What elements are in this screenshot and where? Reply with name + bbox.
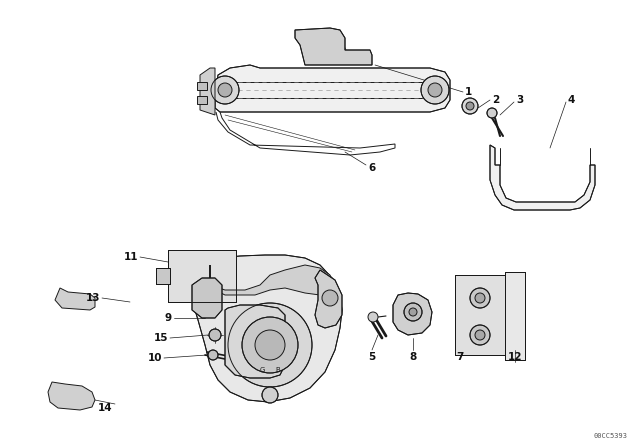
Text: 13: 13: [86, 293, 100, 303]
Bar: [455, 275, 505, 355]
Text: 2: 2: [492, 95, 499, 105]
Circle shape: [404, 303, 422, 321]
Bar: [156, 268, 170, 284]
Bar: [455, 275, 505, 355]
Polygon shape: [490, 145, 595, 210]
Circle shape: [228, 303, 312, 387]
Circle shape: [211, 76, 239, 104]
Text: 7: 7: [456, 352, 464, 362]
Text: 12: 12: [508, 352, 522, 362]
Circle shape: [475, 293, 485, 303]
Polygon shape: [215, 65, 450, 112]
Polygon shape: [48, 382, 95, 410]
Polygon shape: [200, 68, 215, 115]
Text: 3: 3: [516, 95, 524, 105]
Circle shape: [322, 290, 338, 306]
Polygon shape: [393, 293, 432, 335]
Bar: [168, 250, 236, 302]
Text: 5: 5: [369, 352, 376, 362]
Polygon shape: [315, 270, 342, 328]
Text: 15: 15: [154, 333, 168, 343]
Text: 8: 8: [410, 352, 417, 362]
Circle shape: [428, 83, 442, 97]
Circle shape: [255, 330, 285, 360]
Circle shape: [218, 83, 232, 97]
Polygon shape: [55, 288, 95, 310]
Text: 4: 4: [568, 95, 575, 105]
Text: 14: 14: [98, 403, 113, 413]
Circle shape: [466, 102, 474, 110]
Circle shape: [421, 76, 449, 104]
Bar: [168, 250, 236, 302]
Bar: [156, 268, 170, 284]
Polygon shape: [295, 28, 372, 65]
Circle shape: [209, 329, 221, 341]
Text: 9: 9: [165, 313, 172, 323]
Circle shape: [208, 350, 218, 360]
Text: 1: 1: [465, 87, 472, 97]
Text: B: B: [276, 367, 280, 373]
Polygon shape: [192, 278, 222, 318]
Text: G: G: [259, 367, 265, 373]
Circle shape: [487, 108, 497, 118]
Text: 6: 6: [368, 163, 375, 173]
Circle shape: [409, 308, 417, 316]
Circle shape: [475, 330, 485, 340]
Polygon shape: [210, 265, 330, 295]
Text: 00CC5393: 00CC5393: [593, 433, 627, 439]
Polygon shape: [190, 255, 342, 402]
Polygon shape: [225, 305, 285, 378]
Bar: [505, 272, 525, 360]
Circle shape: [470, 325, 490, 345]
Circle shape: [262, 387, 278, 403]
Circle shape: [462, 98, 478, 114]
Circle shape: [368, 312, 378, 322]
Bar: [197, 82, 207, 90]
Circle shape: [242, 317, 298, 373]
Text: 11: 11: [124, 252, 138, 262]
Circle shape: [470, 288, 490, 308]
Bar: [505, 272, 525, 360]
Bar: [197, 96, 207, 104]
Text: 10: 10: [147, 353, 162, 363]
